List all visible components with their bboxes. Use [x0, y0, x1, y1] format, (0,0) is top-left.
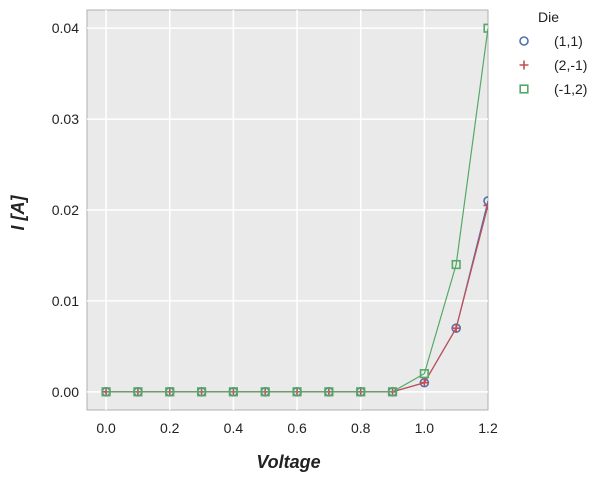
legend: Die (1,1) (2,-1) (-1,2) — [519, 9, 587, 97]
data-point — [324, 387, 334, 397]
series-line — [106, 28, 488, 393]
legend-label: (2,-1) — [554, 57, 587, 73]
legend-marker — [519, 60, 529, 70]
data-point — [292, 387, 302, 397]
x-axis-label: Voltage — [256, 452, 320, 472]
data-point — [451, 259, 461, 270]
data-point — [133, 387, 143, 397]
data-point — [356, 387, 366, 397]
x-tick-label: 0.2 — [160, 420, 180, 436]
data-point — [165, 387, 175, 397]
y-tick-label: 0.01 — [52, 293, 79, 309]
legend-marker — [519, 36, 529, 46]
legend-item: (2,-1) — [519, 57, 587, 73]
y-tick-label: 0.00 — [52, 384, 79, 400]
y-tick-label: 0.03 — [52, 111, 79, 127]
data-point — [451, 323, 461, 333]
legend-label: (-1,2) — [554, 81, 587, 97]
x-tick-label: 0.8 — [351, 420, 371, 436]
legend-item: (-1,2) — [519, 81, 587, 97]
data-point — [483, 23, 488, 33]
series-3 — [101, 23, 488, 397]
data-point — [228, 387, 238, 397]
series-group — [101, 23, 488, 397]
legend-title: Die — [538, 9, 559, 25]
legend-item: (1,1) — [519, 33, 583, 49]
data-point — [260, 387, 270, 397]
data-point — [196, 387, 207, 397]
legend-marker — [519, 84, 529, 94]
tick-labels: 0.0 0.2 0.4 0.6 0.8 1.0 1.2 0.00 0.01 0.02 0.03 0.0… — [52, 20, 498, 436]
data-point — [483, 200, 488, 210]
x-tick-label: 0.0 — [96, 420, 116, 436]
y-tick-label: 0.02 — [52, 202, 79, 218]
grid-lines — [87, 10, 488, 410]
data-point — [419, 369, 429, 379]
data-point — [483, 196, 488, 206]
x-tick-label: 1.2 — [478, 420, 498, 436]
y-axis-label: I [A] — [8, 195, 28, 231]
x-tick-label: 1.0 — [415, 420, 435, 436]
data-point — [101, 387, 111, 397]
x-tick-label: 0.6 — [287, 420, 307, 436]
x-tick-label: 0.4 — [224, 420, 244, 436]
legend-label: (1,1) — [554, 33, 583, 49]
y-tick-label: 0.04 — [52, 20, 79, 36]
data-point — [387, 387, 398, 397]
data-point — [419, 378, 429, 388]
